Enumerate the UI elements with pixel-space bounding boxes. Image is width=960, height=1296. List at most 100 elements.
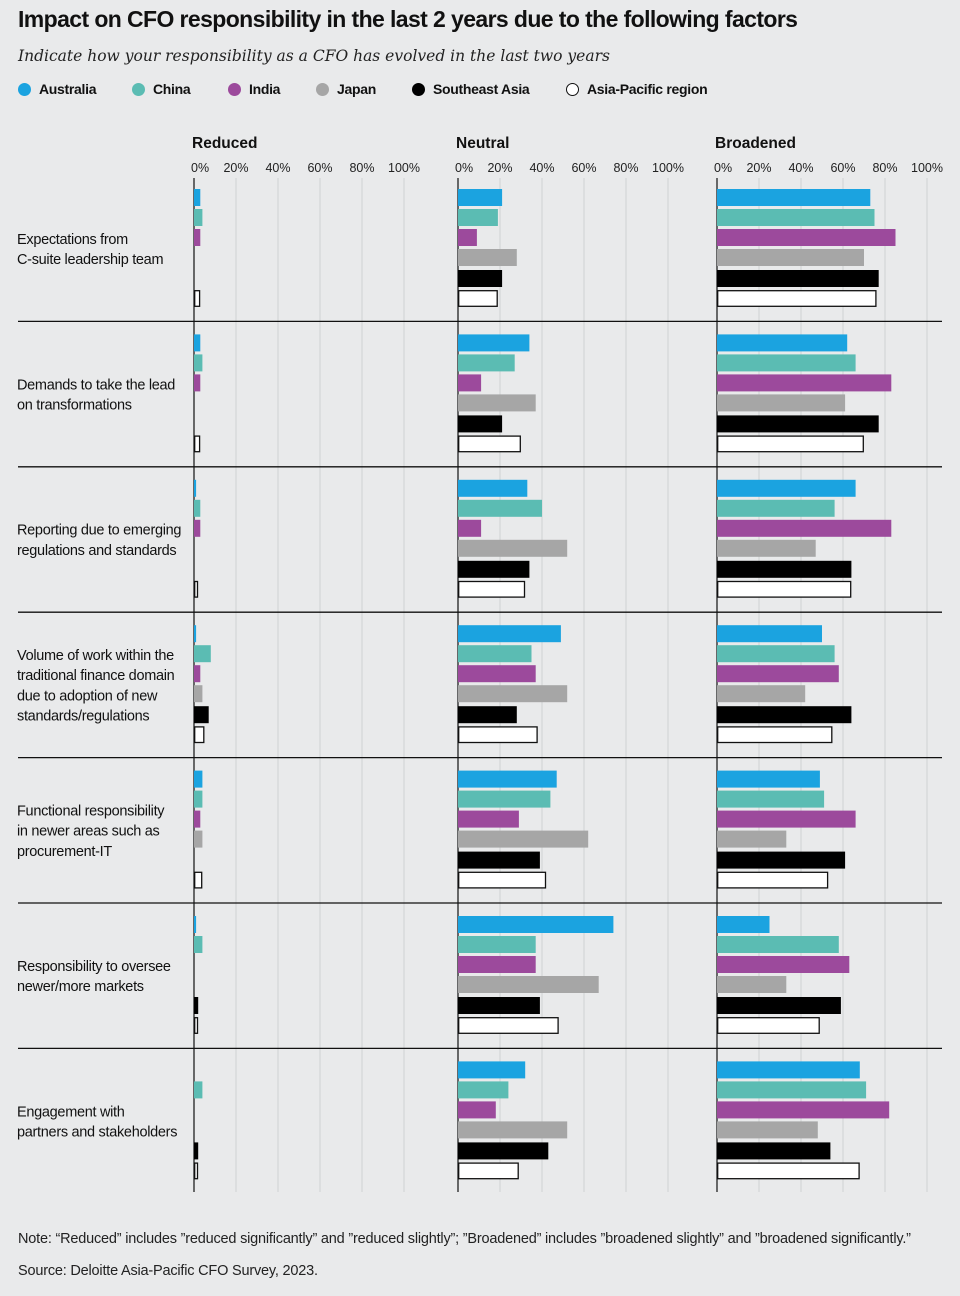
bar-neutral-5-southeast-asia [458,851,540,869]
bar-neutral-4-japan [458,685,568,703]
tick-label-neutral-4: 80% [613,161,638,175]
bar-broadened-3-china [717,499,835,517]
category-label-7: Engagement with partners and stakeholders [17,1104,177,1140]
bar-broadened-1-china [717,209,875,226]
legend-item-australia: Australia [18,81,97,97]
legend-label-asia-pacific-region: Asia-Pacific region [587,81,708,97]
legend-swatch-china [132,82,145,96]
bar-neutral-7-india [458,1101,496,1119]
bar-neutral-7-australia [458,1061,526,1079]
tick-label-broadened-2: 40% [788,161,813,175]
bar-neutral-4-asia-pacific-region [458,726,538,744]
bar-broadened-6-southeast-asia [717,997,841,1014]
bar-reduced-1-china [194,209,203,226]
bar-reduced-4-india [194,665,201,683]
bar-reduced-1-asia-pacific-region [194,290,201,307]
bar-neutral-6-southeast-asia [458,997,540,1014]
legend-swatch-southeast-asia [412,82,425,96]
bar-neutral-1-china [458,209,498,226]
bar-neutral-3-china [458,499,542,517]
bar-broadened-7-southeast-asia [717,1142,831,1160]
bar-reduced-4-southeast-asia [194,706,209,724]
bar-broadened-2-asia-pacific-region [717,435,864,453]
bar-neutral-3-india [458,519,482,537]
bar-reduced-3-china [194,499,201,517]
bar-broadened-3-japan [717,539,816,557]
bar-neutral-2-japan [458,394,536,412]
bar-reduced-4-japan [194,685,203,703]
bar-broadened-2-southeast-asia [717,415,879,433]
bar-neutral-7-japan [458,1121,568,1139]
bar-neutral-6-asia-pacific-region [458,1017,559,1034]
category-label-line: Volume of work within the [17,648,174,664]
bar-broadened-1-india [717,229,896,246]
bar-broadened-4-india [717,665,839,683]
bar-neutral-3-asia-pacific-region [458,580,526,598]
legend-item-india: India [228,81,280,97]
tick-label-broadened-5: 100% [911,161,943,175]
legend-label-japan: Japan [337,81,376,97]
legend-label-southeast-asia: Southeast Asia [433,81,530,97]
legend-label-australia: Australia [39,81,97,97]
legend-swatch-japan [316,82,329,96]
bar-broadened-6-japan [717,976,787,993]
category-label-line: on transformations [17,398,132,414]
bar-broadened-5-australia [717,770,820,788]
bar-reduced-5-japan [194,830,203,848]
bar-neutral-4-southeast-asia [458,706,517,724]
bar-reduced-3-australia [194,479,197,497]
bar-reduced-1-india [194,229,201,246]
bar-reduced-2-asia-pacific-region [194,435,201,453]
bar-neutral-7-asia-pacific-region [458,1162,519,1180]
bar-broadened-6-australia [717,916,770,933]
bar-broadened-6-asia-pacific-region [717,1017,820,1034]
category-label-2: Demands to take the lead on transformatio… [17,377,175,413]
bar-reduced-6-china [194,936,203,953]
bar-neutral-2-china [458,354,515,372]
bar-reduced-6-australia [194,916,197,933]
bar-neutral-4-china [458,645,532,663]
bar-reduced-5-india [194,810,201,828]
bar-reduced-5-china [194,790,203,808]
tick-label-neutral-1: 20% [487,161,512,175]
bar-neutral-5-china [458,790,551,808]
legend-label-india: India [249,81,281,97]
tick-label-reduced-4: 80% [349,161,374,175]
bar-broadened-1-southeast-asia [717,270,879,287]
chart-title: Impact on CFO responsibility in the last… [18,6,798,32]
category-label-line: standards/regulations [17,709,149,725]
source-note: Source: Deloitte Asia-Pacific CFO Survey… [18,1263,318,1279]
bar-broadened-4-china [717,645,835,663]
bar-broadened-7-china [717,1081,867,1099]
bar-broadened-2-china [717,354,856,372]
category-label-line: Demands to take the lead [17,377,175,393]
bar-neutral-1-southeast-asia [458,270,503,287]
panel-title-reduced: Reduced [192,135,257,152]
bar-reduced-7-southeast-asia [194,1142,199,1160]
bar-broadened-4-japan [717,685,806,703]
category-label-line: due to adoption of new [17,688,158,704]
category-label-line: Functional responsibility [17,803,165,819]
bar-neutral-6-japan [458,976,599,993]
category-label-5: Functional responsibility in newer areas … [17,803,165,860]
tick-label-broadened-3: 60% [830,161,855,175]
bar-neutral-3-southeast-asia [458,560,530,578]
category-label-line: traditional finance domain [17,668,175,684]
tick-label-reduced-0: 0% [191,161,209,175]
legend-label-china: China [153,81,191,97]
tick-label-broadened-1: 20% [746,161,771,175]
bar-broadened-1-australia [717,189,871,206]
bar-broadened-7-australia [717,1061,860,1079]
chart-subtitle: Indicate how your responsibility as a CF… [18,47,610,65]
tick-label-broadened-4: 80% [872,161,897,175]
bar-reduced-6-asia-pacific-region [194,1017,199,1034]
bar-neutral-2-australia [458,334,530,352]
bar-reduced-7-asia-pacific-region [194,1162,199,1180]
category-label-line: Engagement with [17,1104,125,1120]
bar-neutral-6-india [458,956,536,973]
bar-neutral-2-asia-pacific-region [458,435,521,453]
bar-neutral-6-china [458,936,536,953]
bar-reduced-4-australia [194,625,197,643]
bar-broadened-3-australia [717,479,856,497]
